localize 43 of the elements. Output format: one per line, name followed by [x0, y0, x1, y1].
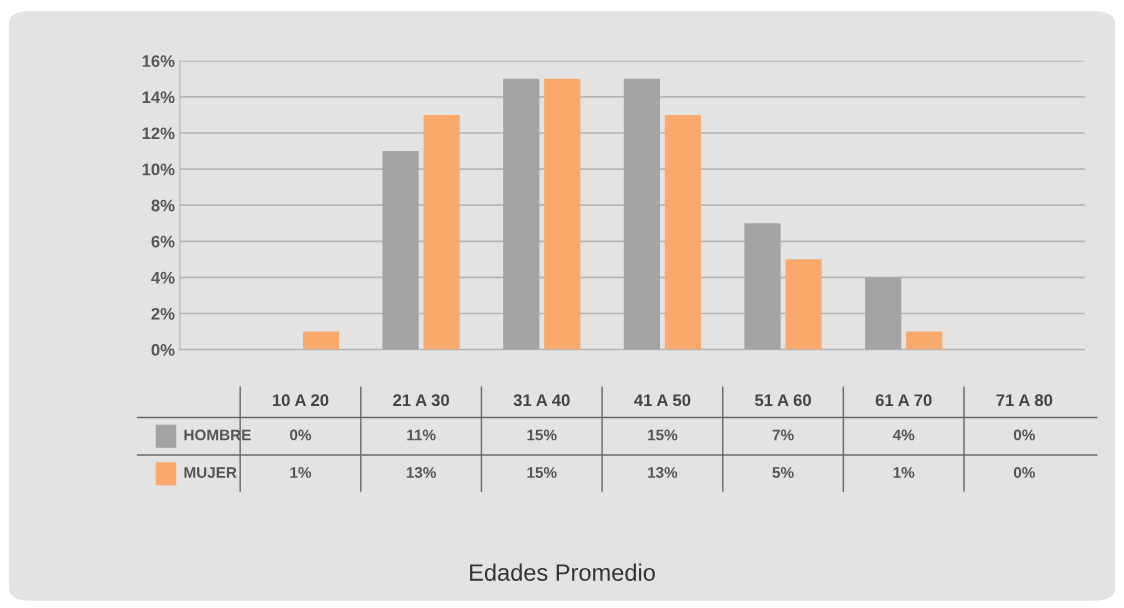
- data-label: 0%: [1013, 429, 1035, 441]
- data-label: 1%: [290, 467, 312, 478]
- x-tick-label: 41 A 50: [634, 394, 691, 407]
- data-label: 15%: [527, 467, 557, 478]
- x-tick-label: 71 A 80: [996, 394, 1053, 407]
- y-tick-label: 14%: [142, 91, 175, 104]
- y-tick-label: 4%: [151, 271, 175, 284]
- bar: [623, 78, 660, 350]
- x-tick-label: 61 A 70: [875, 394, 932, 407]
- legend-label: MUJER: [184, 467, 237, 478]
- y-tick-label: 12%: [142, 127, 175, 140]
- bar: [664, 114, 702, 350]
- x-tick-label: 21 A 30: [393, 394, 450, 407]
- data-label: 5%: [772, 467, 794, 478]
- y-tick-label: 2%: [151, 307, 175, 320]
- bar: [423, 114, 460, 350]
- data-label: 0%: [1013, 467, 1035, 478]
- data-label: 1%: [893, 467, 915, 478]
- data-label: 13%: [648, 467, 678, 478]
- bar: [544, 78, 581, 350]
- data-label: 15%: [527, 429, 557, 441]
- data-label: 15%: [648, 429, 678, 441]
- data-label: 11%: [407, 429, 436, 441]
- y-tick-label: 10%: [142, 163, 175, 176]
- x-tick-label: 31 A 40: [513, 394, 570, 407]
- data-label: 13%: [406, 467, 437, 478]
- x-tick-label: 10 A 20: [272, 394, 329, 407]
- bar: [302, 331, 340, 350]
- y-tick-label: 16%: [142, 55, 175, 67]
- bar: [785, 259, 822, 350]
- y-tick-label: 0%: [151, 344, 175, 356]
- data-label: 4%: [892, 429, 915, 441]
- bar: [744, 223, 781, 350]
- y-tick-label: 8%: [151, 199, 175, 212]
- bar: [503, 78, 540, 350]
- y-tick-label: 6%: [151, 235, 175, 248]
- data-label: 0%: [290, 429, 312, 441]
- data-label: 7%: [772, 429, 794, 441]
- bar: [865, 277, 902, 350]
- x-tick-label: 51 A 60: [755, 394, 811, 407]
- bar: [906, 331, 943, 350]
- bar: [382, 151, 419, 350]
- text: Edades Promedio: [470, 563, 655, 581]
